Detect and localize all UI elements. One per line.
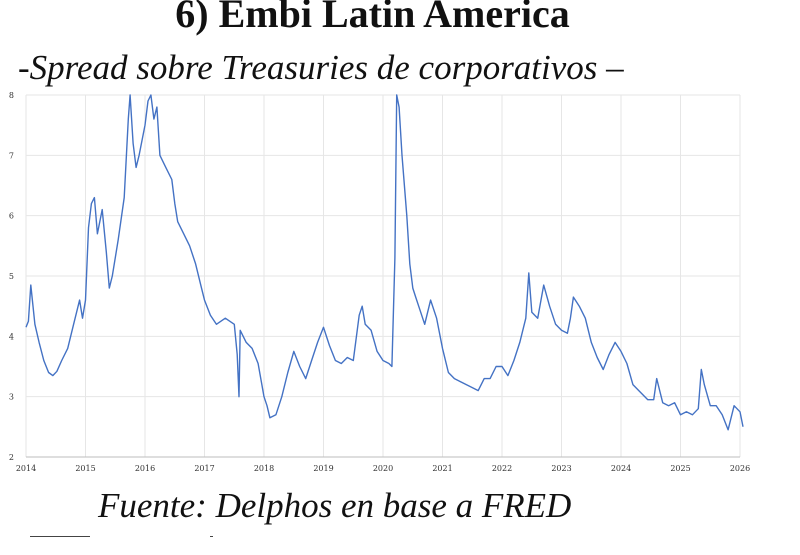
x-tick-label: 2022 bbox=[492, 464, 512, 473]
x-tick-label: 2017 bbox=[194, 464, 214, 473]
grid bbox=[25, 94, 741, 458]
y-tick-label: 5 bbox=[9, 272, 14, 281]
y-tick-label: 6 bbox=[9, 212, 14, 221]
chart-title: 6) Embi Latin America bbox=[175, 0, 570, 36]
x-tick-label: 2021 bbox=[432, 464, 452, 473]
x-tick-label: 2018 bbox=[254, 464, 274, 473]
y-tick-label: 3 bbox=[9, 393, 14, 402]
y-tick-label: 7 bbox=[9, 151, 14, 160]
x-tick-label: 2026 bbox=[730, 464, 750, 473]
x-tick-label: 2019 bbox=[313, 464, 333, 473]
chart-subtitle: -Spread sobre Treasuries de corporativos… bbox=[18, 48, 624, 87]
x-tick-label: 2025 bbox=[670, 464, 690, 473]
y-tick-label: 2 bbox=[9, 453, 14, 462]
footer-mark bbox=[210, 536, 213, 537]
series-layer bbox=[25, 94, 744, 431]
x-tick-label: 2016 bbox=[135, 464, 155, 473]
series-line bbox=[25, 94, 744, 431]
y-tick-label: 8 bbox=[9, 91, 14, 100]
x-tick-label: 2023 bbox=[551, 464, 571, 473]
line-chart: 2 3 4 5 6 7 8 2014 2015 2016 2017 2018 2019 2020 2021 2… bbox=[9, 91, 750, 473]
x-tick-label: 2024 bbox=[611, 464, 631, 473]
x-tick-label: 2014 bbox=[16, 464, 36, 473]
source-note: Fuente: Delphos en base a FRED bbox=[98, 486, 572, 525]
axes: 2 3 4 5 6 7 8 2014 2015 2016 2017 2018 2019 2020 2021 2… bbox=[9, 91, 750, 473]
x-tick-label: 2020 bbox=[373, 464, 393, 473]
y-tick-label: 4 bbox=[9, 332, 14, 341]
x-tick-label: 2015 bbox=[75, 464, 95, 473]
footer-rule bbox=[30, 536, 90, 537]
